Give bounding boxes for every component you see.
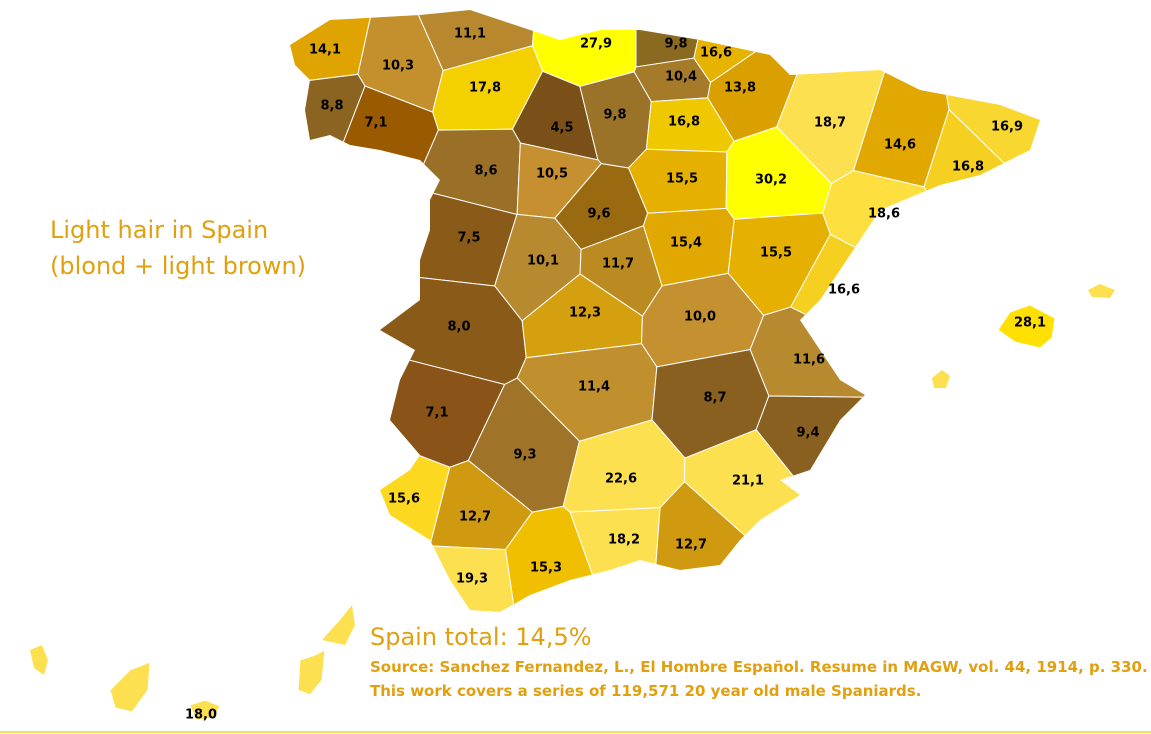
province-label: 15,4 — [670, 236, 702, 251]
province-label: 10,4 — [665, 70, 697, 85]
province-label: 10,3 — [382, 59, 414, 74]
province-label: 10,0 — [684, 310, 716, 325]
province-label: 11,4 — [578, 380, 610, 395]
island — [997, 304, 1056, 349]
province-label: 28,1 — [1014, 316, 1046, 331]
province-label: 4,5 — [550, 121, 573, 136]
province-label: 12,7 — [675, 538, 707, 553]
province-label: 15,3 — [530, 561, 562, 576]
province-label: 16,9 — [991, 120, 1023, 135]
province-label: 14,6 — [884, 138, 916, 153]
province-label: 18,7 — [814, 116, 846, 131]
province-label: 22,6 — [605, 472, 637, 487]
title: (blond + light brown) — [50, 252, 306, 280]
province-label: 9,3 — [513, 448, 536, 463]
total: Spain total: 14,5% — [370, 623, 592, 651]
province-label: 7,1 — [425, 406, 448, 421]
province-label: 15,6 — [388, 492, 420, 507]
province-label: 9,6 — [587, 207, 610, 222]
province-label: 13,8 — [724, 81, 756, 96]
province-label: 18,0 — [185, 708, 217, 723]
province-label: 14,1 — [309, 43, 341, 58]
province-label: 16,6 — [828, 283, 860, 298]
province-label: 21,1 — [732, 474, 764, 489]
province-label: 15,5 — [666, 172, 698, 187]
province-label: 18,2 — [608, 533, 640, 548]
labels: 14,110,311,127,9 9,816,610,413,817,88,87,… — [185, 27, 1046, 723]
ibiza — [932, 370, 950, 388]
canary-island — [30, 645, 48, 675]
province-label: 12,7 — [459, 510, 491, 525]
provinces — [290, 10, 1040, 612]
source: Source: Sanchez Fernandez, L., El Hombre… — [370, 658, 1148, 676]
province-label: 8,8 — [320, 99, 343, 114]
province-label: 9,4 — [796, 426, 819, 441]
province-label: 15,5 — [760, 246, 792, 261]
province-label: 19,3 — [456, 572, 488, 587]
province-label: 9,8 — [603, 108, 626, 123]
province-label: 11,1 — [454, 27, 486, 42]
province-label: 8,6 — [474, 164, 497, 179]
menorca — [1088, 284, 1115, 298]
province-label: 17,8 — [469, 81, 501, 96]
province-label: 16,6 — [700, 46, 732, 61]
province-label: 7,5 — [457, 231, 480, 246]
province-label: 18,6 — [868, 207, 900, 222]
province-label: 16,8 — [952, 160, 984, 175]
province-label: 10,5 — [536, 167, 568, 182]
province-label: 8,0 — [447, 320, 470, 335]
province-label: 27,9 — [580, 37, 612, 52]
title: Light hair in Spain — [50, 216, 268, 244]
small-islands — [30, 284, 1115, 675]
province-label: 7,1 — [364, 116, 387, 131]
province-label: 12,3 — [569, 306, 601, 321]
province-label: 11,7 — [602, 257, 634, 272]
province-label: 16,8 — [668, 115, 700, 130]
province — [504, 505, 621, 612]
canary-island — [322, 605, 355, 645]
province-label: 11,6 — [793, 353, 825, 368]
island — [109, 649, 326, 721]
source: This work covers a series of 119,571 20 … — [370, 682, 921, 700]
province-label: 9,8 — [664, 37, 687, 52]
province-label: 30,2 — [755, 173, 787, 188]
province-label: 10,1 — [527, 254, 559, 269]
province-label: 8,7 — [703, 391, 726, 406]
